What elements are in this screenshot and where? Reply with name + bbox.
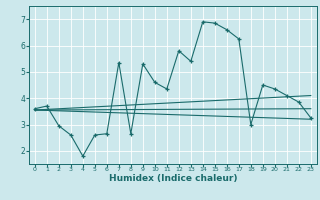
- X-axis label: Humidex (Indice chaleur): Humidex (Indice chaleur): [108, 174, 237, 183]
